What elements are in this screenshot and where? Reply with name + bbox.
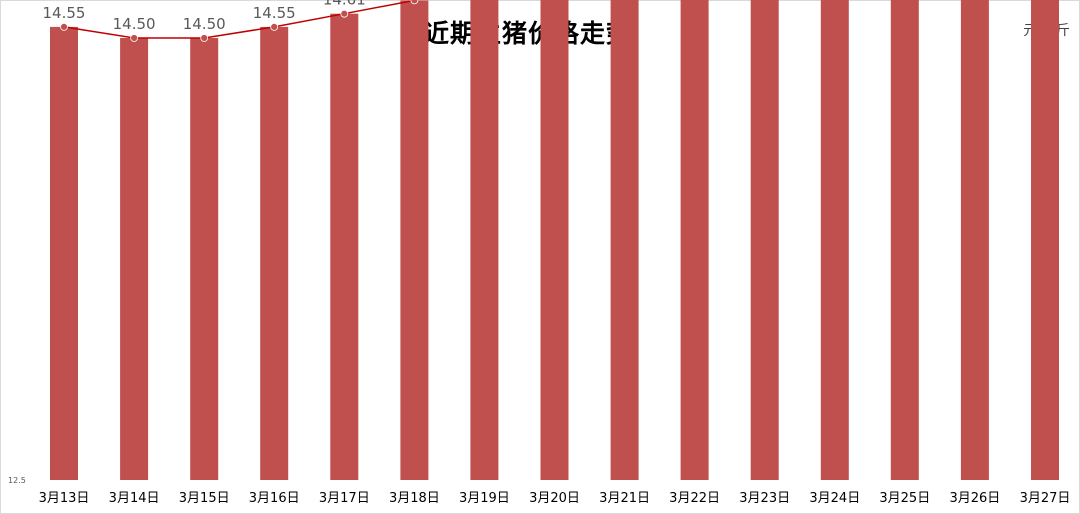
line-marker: [410, 0, 419, 5]
data-label: 14.55: [253, 4, 296, 22]
data-label: 14.55: [43, 4, 86, 22]
bar: [1031, 0, 1059, 481]
line-marker: [340, 9, 349, 18]
bars-layer: [50, 0, 1059, 481]
line-marker: [270, 22, 279, 31]
bar: [400, 0, 429, 481]
x-tick-label: 3月22日: [669, 491, 720, 506]
data-label: 14.61: [323, 0, 366, 9]
x-tick-label: 3月15日: [179, 491, 230, 506]
line-layer: [60, 0, 419, 42]
data-label: 14.50: [113, 15, 156, 33]
bar: [610, 0, 639, 480]
x-tick-label: 3月19日: [459, 491, 510, 506]
x-tick-label: 3月18日: [389, 491, 440, 506]
labels-layer: 14.5514.5014.5014.5514.6114.6714.8215.01…: [43, 0, 366, 33]
bar: [260, 26, 289, 481]
x-tick-label: 3月16日: [249, 491, 300, 506]
chart-title: 近期生猪价格走势: [423, 19, 632, 48]
bar: [470, 0, 499, 481]
line-marker: [60, 22, 68, 31]
x-tick-label: 3月21日: [599, 491, 650, 506]
line-marker: [130, 34, 139, 42]
bar: [960, 0, 989, 480]
data-label: 14.50: [183, 15, 226, 33]
bar: [120, 38, 149, 480]
x-tick-label: 3月17日: [319, 491, 370, 506]
bar: [190, 38, 219, 480]
bar: [50, 26, 78, 481]
line-marker: [200, 34, 209, 42]
x-tick-label: 3月23日: [739, 491, 790, 506]
x-tick-label: 3月25日: [879, 491, 930, 506]
axis-layer: 3月13日 3月14日 3月15日 3月16日 3月17日 3月18日 3月19日 3月20日…: [8, 476, 1070, 506]
y-axis-min-label: 12.5: [8, 476, 26, 485]
bar: [890, 0, 919, 480]
bar: [330, 13, 359, 480]
x-tick-label: 3月14日: [109, 491, 160, 506]
bar: [750, 0, 779, 481]
bar: [680, 0, 709, 480]
bar: [540, 0, 569, 481]
trend-line: [63, 0, 418, 39]
x-tick-label: 3月24日: [809, 491, 860, 506]
x-tick-label: 3月27日: [1020, 491, 1071, 506]
x-tick-label: 3月13日: [39, 491, 90, 506]
x-tick-label: 3月20日: [529, 491, 580, 506]
bar: [820, 0, 849, 480]
x-tick-label: 3月26日: [949, 491, 1000, 506]
